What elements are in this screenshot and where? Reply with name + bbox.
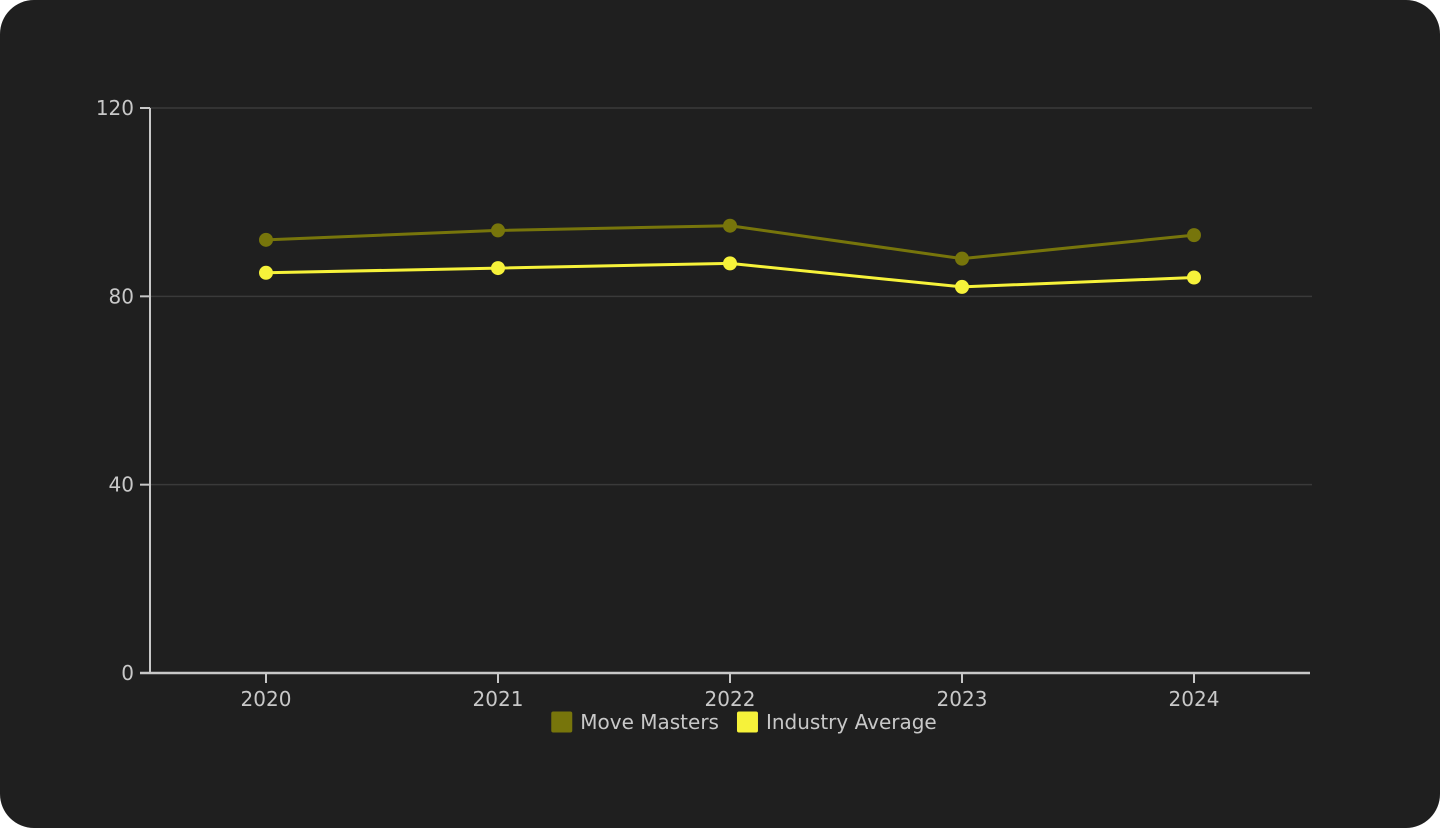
data-point-industry-average-2021[interactable] [491, 261, 505, 276]
legend-item-industry-average[interactable]: Industry Average [736, 710, 937, 734]
data-point-move-masters-2023[interactable] [955, 251, 969, 266]
legend-swatch-industry-average [736, 711, 758, 733]
axes: 0 40 80 120 2020 2021 2022 2023 2024 [96, 96, 1310, 711]
y-tick-label: 0 [121, 661, 134, 685]
data-point-industry-average-2024[interactable] [1187, 270, 1201, 285]
data-point-move-masters-2022[interactable] [723, 218, 737, 233]
data-point-industry-average-2022[interactable] [723, 256, 737, 271]
legend-swatch-move-masters [551, 711, 573, 733]
y-tick-label: 120 [96, 96, 134, 120]
data-point-industry-average-2020[interactable] [259, 265, 273, 280]
x-tick-label: 2022 [705, 687, 756, 711]
legend-label-move-masters: Move Masters [580, 710, 719, 734]
series-industry-average [259, 256, 1201, 294]
data-point-move-masters-2024[interactable] [1187, 228, 1201, 243]
series-group [259, 218, 1201, 294]
data-point-industry-average-2023[interactable] [955, 279, 969, 294]
x-tick-label: 2020 [241, 687, 292, 711]
x-tick-label: 2023 [937, 687, 988, 711]
legend-item-move-masters[interactable]: Move Masters [551, 710, 719, 734]
data-point-move-masters-2021[interactable] [491, 223, 505, 238]
gridlines [150, 107, 1312, 486]
x-tick-label: 2021 [473, 687, 524, 711]
legend-label-industry-average: Industry Average [766, 710, 937, 734]
series-move-masters [259, 218, 1201, 266]
y-tick-label: 80 [109, 284, 134, 308]
x-tick-label: 2024 [1169, 687, 1220, 711]
legend[interactable]: Move Masters Industry Average [551, 710, 937, 734]
y-tick-label: 40 [109, 473, 134, 497]
data-point-move-masters-2020[interactable] [259, 232, 273, 247]
